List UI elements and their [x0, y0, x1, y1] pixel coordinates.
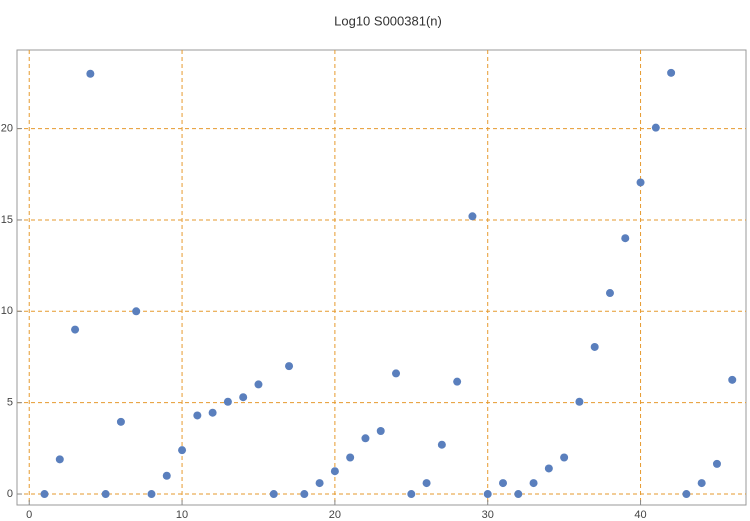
- point: [483, 490, 492, 499]
- point: [728, 375, 737, 384]
- x-tick-label: 10: [176, 509, 188, 521]
- x-tick-label: 30: [482, 509, 494, 521]
- point: [361, 434, 370, 443]
- point: [453, 377, 462, 386]
- x-tick-label: 40: [634, 509, 646, 521]
- point: [193, 411, 202, 420]
- point: [116, 417, 125, 426]
- x-tick-label: 0: [26, 509, 32, 521]
- point: [330, 467, 339, 476]
- point: [407, 490, 416, 499]
- point: [208, 408, 217, 417]
- y-tick-label: 20: [1, 122, 13, 134]
- point: [560, 453, 569, 462]
- point: [667, 68, 676, 77]
- point: [147, 490, 156, 499]
- y-tick-label: 10: [1, 305, 13, 317]
- point: [636, 178, 645, 187]
- point: [605, 289, 614, 298]
- point: [162, 471, 171, 480]
- point: [71, 325, 80, 334]
- y-tick-label: 15: [1, 214, 13, 226]
- point: [621, 234, 630, 243]
- point: [712, 459, 721, 468]
- point: [697, 479, 706, 488]
- point: [300, 490, 309, 499]
- point: [55, 455, 64, 464]
- point: [40, 490, 49, 499]
- y-tick-label: 5: [7, 397, 13, 409]
- point: [376, 426, 385, 435]
- point: [86, 69, 95, 78]
- point: [499, 479, 507, 488]
- point: [269, 490, 278, 499]
- point: [239, 393, 248, 402]
- point: [575, 397, 584, 406]
- point: [529, 479, 538, 488]
- x-tick-label: 20: [329, 509, 341, 521]
- point: [437, 440, 446, 449]
- point: [422, 479, 431, 488]
- point: [468, 212, 477, 221]
- point: [346, 453, 355, 462]
- point: [590, 342, 599, 351]
- point: [254, 380, 263, 389]
- point: [315, 479, 324, 488]
- point: [178, 446, 187, 455]
- y-tick-label: 0: [7, 488, 13, 500]
- point: [544, 464, 553, 473]
- point: [682, 490, 691, 499]
- chart-title: Log10 S000381(n): [334, 13, 442, 28]
- point: [132, 307, 141, 316]
- point: [392, 369, 401, 378]
- point: [514, 490, 523, 499]
- point: [101, 490, 110, 499]
- point: [285, 362, 294, 371]
- plot-frame: [16, 49, 747, 506]
- point: [223, 397, 232, 406]
- point: [651, 123, 660, 132]
